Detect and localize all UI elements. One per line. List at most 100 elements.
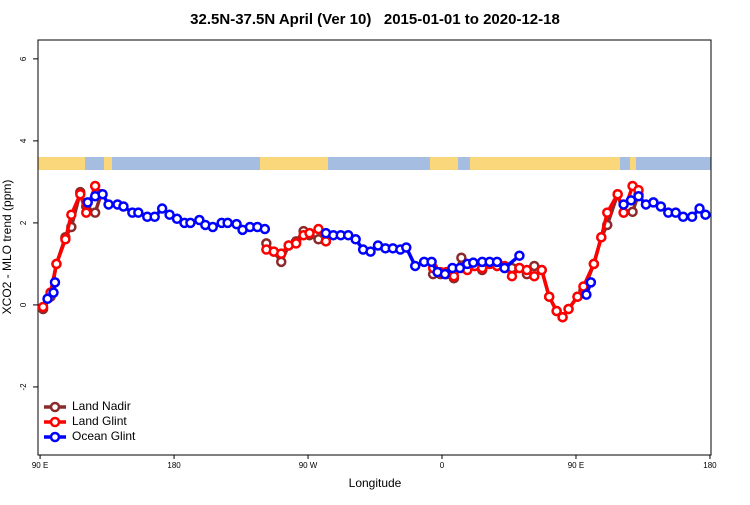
legend-marker (49, 431, 61, 443)
data-point (648, 197, 659, 208)
data-point (259, 223, 271, 235)
data-point (275, 256, 287, 268)
data-point (627, 206, 638, 218)
y-axis-label: XCO2 - MLO trend (ppm) (0, 180, 14, 315)
chart-title: 32.5N-37.5N April (Ver 10) 2015-01-01 to… (190, 11, 560, 28)
data-point (231, 218, 242, 230)
data-point (633, 190, 644, 202)
series-line (432, 184, 640, 319)
data-point (222, 217, 233, 229)
data-point (89, 180, 101, 192)
data-point (581, 289, 592, 300)
land-strip (430, 157, 458, 170)
surface-mask (38, 157, 711, 170)
data-point (677, 211, 689, 222)
x-axis-label: Longitude (349, 476, 402, 490)
data-point (133, 207, 144, 218)
data-point (48, 287, 59, 298)
data-point (612, 188, 623, 200)
data-point (275, 248, 287, 259)
y-tick-label: 0 (19, 302, 28, 307)
x-tick-label: 180 (167, 461, 181, 470)
data-point (149, 211, 160, 222)
land-strip (630, 157, 636, 170)
data-point (75, 188, 86, 200)
x-tick-label: 0 (440, 461, 445, 470)
data-point (304, 227, 315, 239)
data-point (448, 270, 460, 282)
x-tick-label: 90 W (299, 461, 318, 470)
data-point (409, 260, 421, 272)
data-point (342, 229, 354, 241)
data-point (207, 221, 219, 233)
data-point (585, 277, 597, 288)
data-point (185, 217, 196, 229)
data-point (97, 188, 108, 200)
data-point (118, 201, 129, 212)
x-tick-label: 90 E (32, 461, 48, 470)
data-point (521, 264, 533, 276)
data-point (350, 234, 361, 245)
data-point (491, 256, 503, 268)
y-tick-label: 2 (19, 220, 28, 225)
data-point (439, 268, 451, 280)
data-point (468, 257, 479, 268)
data-point (401, 242, 412, 253)
data-point (655, 201, 667, 212)
legend-marker (49, 401, 61, 413)
data-point (551, 305, 562, 317)
y-tick-label: 4 (19, 138, 28, 143)
x-tick-label: 180 (703, 461, 717, 470)
data-point (563, 303, 574, 315)
data-point (694, 203, 705, 214)
data-point (103, 199, 114, 210)
data-point (66, 209, 77, 220)
data-point (60, 234, 71, 245)
data-point (596, 231, 607, 243)
data-point (543, 291, 555, 302)
x-tick-label: 90 E (568, 461, 584, 470)
land-strip (470, 157, 620, 170)
legend-label: Ocean Glint (72, 429, 136, 443)
data-point (625, 195, 637, 206)
data-point (529, 270, 540, 282)
land-strip (38, 157, 85, 170)
legend-label: Land Nadir (72, 399, 131, 413)
y-tick-label: 6 (19, 56, 28, 61)
data-point (365, 246, 376, 257)
data-point (536, 264, 547, 276)
data-point (618, 199, 629, 210)
data-point (506, 270, 518, 282)
data-point (82, 197, 93, 208)
land-strip (260, 157, 328, 170)
data-point (618, 207, 629, 218)
data-point (42, 293, 53, 305)
plot-frame (37, 39, 712, 456)
data-point (572, 291, 583, 302)
legend-label: Land Glint (72, 414, 127, 428)
legend-marker (49, 416, 61, 428)
data-point (290, 238, 302, 249)
data-point (557, 311, 568, 323)
land-strip (104, 157, 112, 170)
data-point (89, 207, 101, 218)
data-point (49, 277, 61, 288)
data-point (454, 262, 466, 274)
data-point (426, 256, 437, 268)
data-point (80, 207, 92, 218)
data-point (156, 203, 168, 214)
data-point (37, 301, 49, 313)
data-point (529, 260, 540, 272)
data-point (320, 236, 332, 247)
data-point (601, 207, 613, 218)
data-point (456, 252, 467, 264)
data-point (164, 209, 175, 220)
data-point (670, 207, 681, 218)
data-point (686, 211, 698, 222)
data-point (171, 213, 183, 225)
data-point (499, 262, 510, 274)
data-point (700, 209, 711, 220)
data-point (313, 223, 324, 235)
y-tick-label: -2 (19, 383, 28, 391)
